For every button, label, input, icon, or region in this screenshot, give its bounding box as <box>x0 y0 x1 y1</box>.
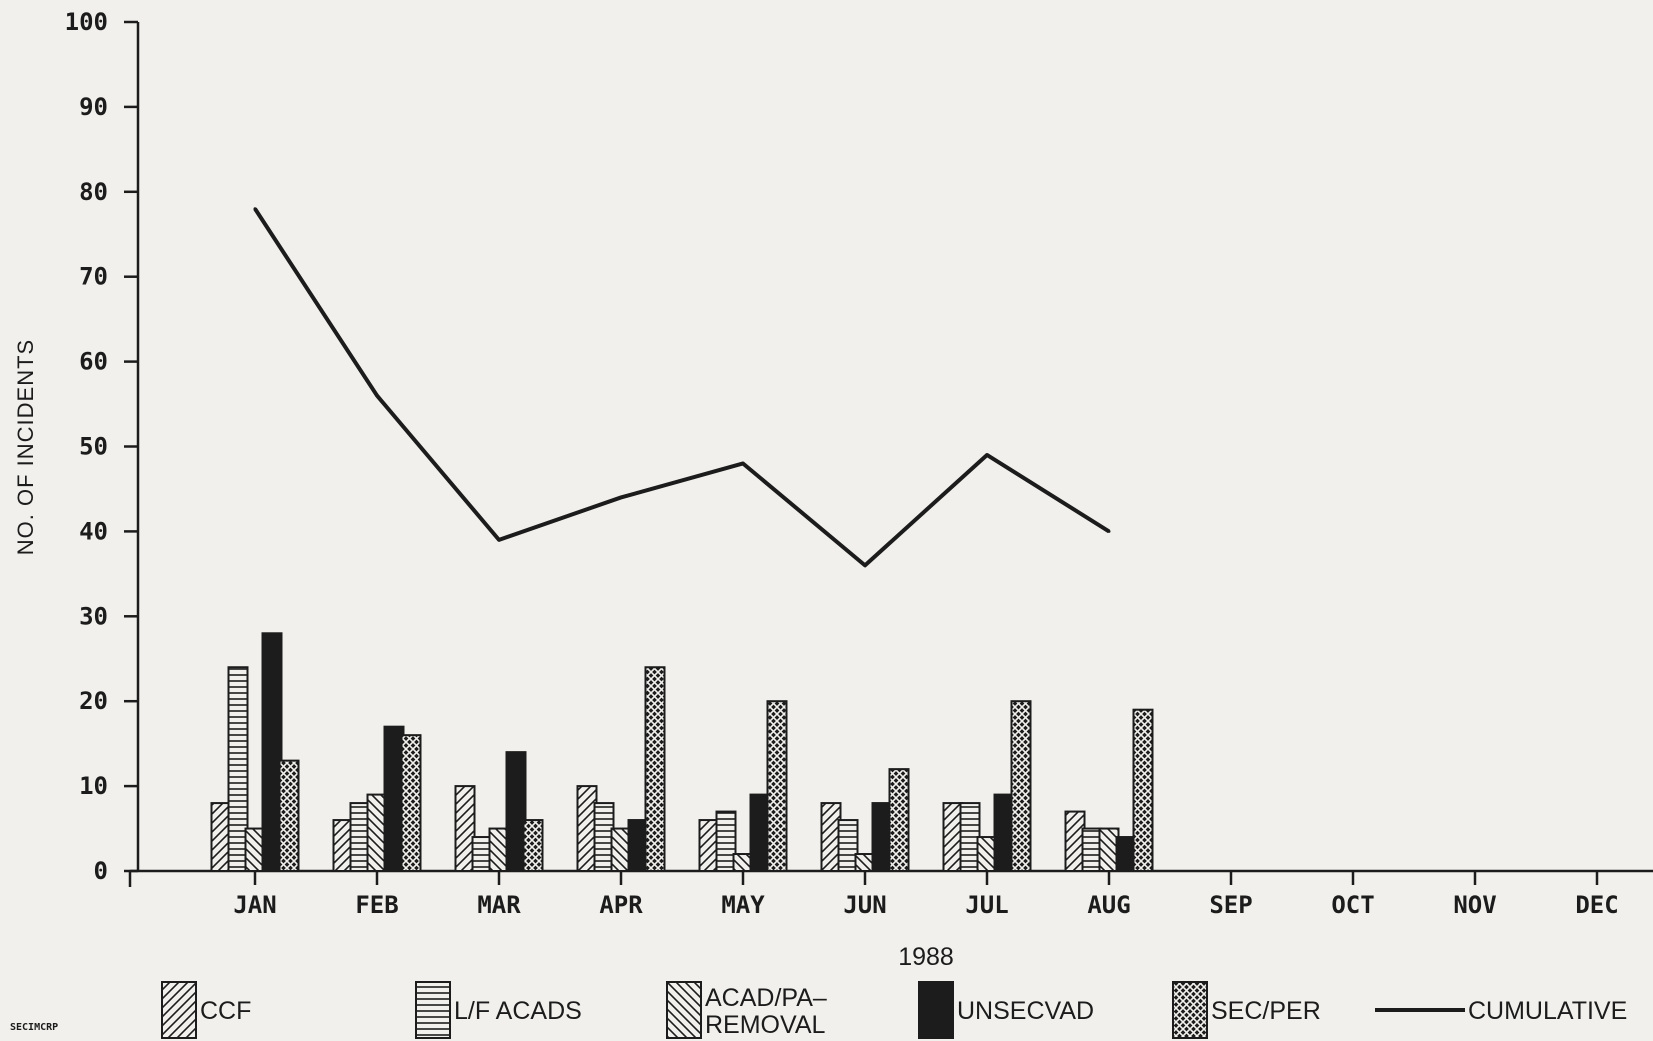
point-cumulative-mar <box>497 538 501 542</box>
legend-item-unsecvad: UNSECVAD <box>918 981 1094 1039</box>
bar-series <box>210 632 1154 873</box>
bar-sec-per-aug <box>1132 708 1154 872</box>
y-tick-label: 0 <box>94 857 108 885</box>
point-cumulative-aug <box>1107 529 1111 533</box>
point-cumulative-jul <box>985 453 989 457</box>
x-tick-label: DEC <box>1575 891 1618 919</box>
legend-label: CUMULATIVE <box>1468 997 1627 1025</box>
point-cumulative-jan <box>253 207 257 211</box>
series-ccf <box>210 785 1086 873</box>
legend-swatch <box>161 981 197 1039</box>
series-acad-pa-removal <box>244 793 1120 873</box>
legend-label: L/F ACADS <box>454 997 582 1025</box>
legend-item-sec-per: SEC/PER <box>1172 981 1321 1039</box>
bar-ccf-mar <box>454 785 476 872</box>
legend-item-acad-pa-removal: ACAD/PA– REMOVAL <box>666 981 827 1039</box>
corner-stamp: SECIMCRP <box>10 1022 58 1033</box>
bar-sec-per-jan <box>278 759 300 873</box>
y-tick-label: 30 <box>79 602 108 630</box>
x-tick-label: NOV <box>1453 891 1496 919</box>
legend-swatch <box>918 981 954 1039</box>
y-tick-label: 10 <box>79 772 108 800</box>
point-cumulative-apr <box>619 495 623 499</box>
y-tick-label: 20 <box>79 687 108 715</box>
legend-item-l-f-acads: L/F ACADS <box>415 981 582 1039</box>
x-tick-label: MAR <box>477 891 521 919</box>
y-axis-title: NO. OF INCIDENTS <box>13 339 38 555</box>
x-axis-title: 1988 <box>898 943 954 971</box>
y-tick-label: 70 <box>79 263 108 291</box>
legend-label: UNSECVAD <box>957 997 1094 1025</box>
y-tick-label: 80 <box>79 178 108 206</box>
bar-sec-per-mar <box>522 819 544 872</box>
x-tick-label: AUG <box>1087 891 1130 919</box>
axes <box>124 20 1653 887</box>
y-tick-label: 90 <box>79 93 108 121</box>
x-tick-label: FEB <box>355 891 398 919</box>
legend-swatch <box>1172 981 1208 1039</box>
legend-label: ACAD/PA– REMOVAL <box>705 984 827 1039</box>
legend-swatch <box>666 981 702 1039</box>
legend-item-cumulative: CUMULATIVE <box>1375 997 1627 1025</box>
x-tick-label: SEP <box>1209 891 1252 919</box>
cumulative-series <box>253 207 1111 568</box>
bar-sec-per-jun <box>888 768 910 872</box>
bar-l-f-acads-jan <box>227 666 249 872</box>
legend: CCF L/F ACADS ACAD/PA– REMOVAL UNSECVAD SEC/P… <box>161 981 1627 1039</box>
x-tick-labels: JAN FEB MAR APR MAY JUN JUL AUG SEP OCT NOV DEC <box>233 891 1618 919</box>
legend-swatch <box>415 981 451 1039</box>
y-tick-label: 60 <box>79 348 108 376</box>
line-cumulative <box>253 207 1111 568</box>
bar-sec-per-may <box>766 700 788 873</box>
legend-label: CCF <box>200 997 251 1025</box>
y-tick-label: 50 <box>79 433 108 461</box>
bar-unsecvad-mar <box>505 751 527 873</box>
x-tick-label: JUN <box>843 891 886 919</box>
x-tick-label: JUL <box>965 891 1008 919</box>
bar-sec-per-jul <box>1010 700 1032 873</box>
y-tick-label: 100 <box>65 8 108 36</box>
bar-l-f-acads-may <box>715 810 737 873</box>
y-tick-label: 40 <box>79 517 108 545</box>
bar-sec-per-apr <box>644 666 666 872</box>
bar-sec-per-feb <box>400 734 422 872</box>
x-tick-label: APR <box>599 891 643 919</box>
bar-unsecvad-jan <box>261 632 283 873</box>
x-tick-label: OCT <box>1331 891 1374 919</box>
legend-label: SEC/PER <box>1211 997 1321 1025</box>
x-tick-label: JAN <box>233 891 276 919</box>
x-tick-label: MAY <box>721 891 765 919</box>
point-cumulative-jun <box>863 563 867 567</box>
y-tick-labels: 0 10 20 30 40 50 60 70 80 90 100 <box>65 8 108 885</box>
point-cumulative-feb <box>375 394 379 398</box>
point-cumulative-may <box>741 461 745 465</box>
series-sec-per <box>278 666 1154 873</box>
bar-l-f-acads-jun <box>837 819 859 872</box>
legend-item-ccf: CCF <box>161 981 251 1039</box>
